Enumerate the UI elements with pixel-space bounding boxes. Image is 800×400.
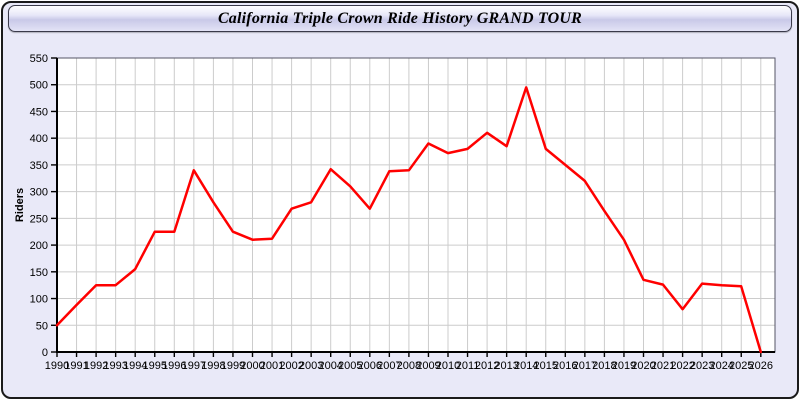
y-tick-label: 450 [30, 106, 48, 118]
x-tick-label: 2017 [573, 360, 597, 372]
x-tick-label: 1992 [84, 360, 108, 372]
x-tick-label: 2001 [260, 360, 284, 372]
x-tick-label: 2007 [377, 360, 401, 372]
y-tick-label: 100 [30, 294, 48, 306]
y-tick-label: 0 [42, 347, 48, 359]
y-tick-label: 300 [30, 187, 48, 199]
x-tick-label: 2020 [631, 360, 655, 372]
x-tick-label: 2013 [494, 360, 518, 372]
x-tick-label: 2026 [749, 360, 773, 372]
y-axis-title: Riders [14, 188, 26, 222]
x-tick-label: 2024 [709, 360, 733, 372]
x-tick-label: 1995 [143, 360, 167, 372]
y-tick-label: 350 [30, 160, 48, 172]
x-tick-label: 2002 [279, 360, 303, 372]
x-tick-label: 2000 [240, 360, 264, 372]
x-tick-label: 1999 [221, 360, 245, 372]
x-tick-label: 2011 [456, 360, 480, 372]
x-tick-label: 2008 [397, 360, 421, 372]
x-tick-label: 2004 [318, 360, 342, 372]
x-tick-label: 2012 [475, 360, 499, 372]
y-tick-label: 250 [30, 213, 48, 225]
x-tick-label: 2014 [514, 360, 538, 372]
chart-title: California Triple Crown Ride History GRA… [217, 9, 583, 27]
x-tick-label: 2016 [553, 360, 577, 372]
x-tick-label: 2009 [416, 360, 440, 372]
x-tick-label: 2021 [651, 360, 675, 372]
x-tick-label: 2003 [299, 360, 323, 372]
x-tick-label: 1990 [45, 360, 69, 372]
x-tick-label: 2019 [612, 360, 636, 372]
x-tick-label: 2025 [729, 360, 753, 372]
x-tick-label: 2023 [690, 360, 714, 372]
x-tick-label: 1991 [64, 360, 88, 372]
x-tick-label: 2006 [358, 360, 382, 372]
y-tick-label: 150 [30, 267, 48, 279]
y-tick-label: 500 [30, 80, 48, 92]
x-tick-label: 2018 [592, 360, 616, 372]
y-tick-label: 200 [30, 240, 48, 252]
y-tick-label: 400 [30, 133, 48, 145]
x-tick-label: 2015 [534, 360, 558, 372]
x-tick-label: 1997 [182, 360, 206, 372]
x-tick-label: 1998 [201, 360, 225, 372]
riders-series-line [55, 86, 763, 354]
x-tick-label: 2005 [338, 360, 362, 372]
x-tick-label: 1993 [103, 360, 127, 372]
x-tick-label: 2022 [670, 360, 694, 372]
x-tick-label: 1994 [123, 360, 147, 372]
x-tick-label: 2010 [436, 360, 460, 372]
chart-title-bar: California Triple Crown Ride History GRA… [8, 5, 792, 32]
x-tick-label: 1996 [162, 360, 186, 372]
y-tick-label: 50 [36, 320, 48, 332]
y-tick-label: 550 [30, 53, 48, 65]
plot-background [57, 58, 775, 352]
